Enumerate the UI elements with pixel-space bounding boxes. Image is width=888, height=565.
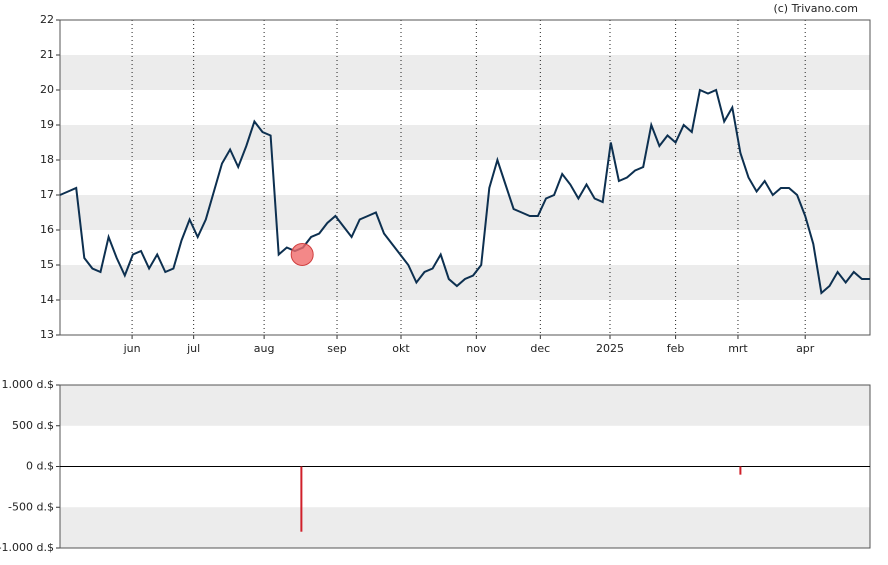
- y-tick-label: 15: [40, 258, 54, 271]
- band: [60, 385, 870, 426]
- x-tick-label: okt: [392, 342, 410, 355]
- y-tick-label: -500 d.$: [8, 500, 54, 513]
- x-tick-label: aug: [254, 342, 275, 355]
- y-tick-label: 18: [40, 153, 54, 166]
- x-tick-label: nov: [466, 342, 487, 355]
- x-tick-label: sep: [327, 342, 346, 355]
- y-tick-label: 17: [40, 188, 54, 201]
- y-tick-label: 13: [40, 328, 54, 341]
- y-tick-label: 19: [40, 118, 54, 131]
- band: [60, 125, 870, 160]
- plot-frame: [59, 19, 871, 336]
- y-tick-label: 16: [40, 223, 54, 236]
- x-tick-label: mrt: [728, 342, 748, 355]
- x-tick-label: apr: [796, 342, 815, 355]
- x-tick-label: jun: [123, 342, 141, 355]
- y-tick-label: 20: [40, 83, 54, 96]
- bar: [739, 466, 742, 475]
- band: [60, 265, 870, 300]
- band: [60, 195, 870, 230]
- y-tick-label: 14: [40, 293, 54, 306]
- y-tick-label: 1.000 d.$: [2, 378, 54, 391]
- event-marker: [290, 243, 314, 266]
- x-tick-label: jul: [186, 342, 200, 355]
- y-tick-label: -1.000 d.$: [0, 541, 54, 554]
- band: [60, 55, 870, 90]
- y-tick-label: 0 d.$: [26, 460, 54, 473]
- y-tick-label: 22: [40, 13, 54, 26]
- band: [60, 507, 870, 548]
- x-tick-label: dec: [530, 342, 550, 355]
- x-tick-label: feb: [667, 342, 685, 355]
- bar: [300, 466, 303, 532]
- x-tick-label: 2025: [596, 342, 624, 355]
- y-tick-label: 21: [40, 48, 54, 61]
- source: (c) Trivano.com: [773, 2, 858, 15]
- y-tick-label: 500 d.$: [12, 419, 54, 432]
- price-line: [59, 88, 870, 295]
